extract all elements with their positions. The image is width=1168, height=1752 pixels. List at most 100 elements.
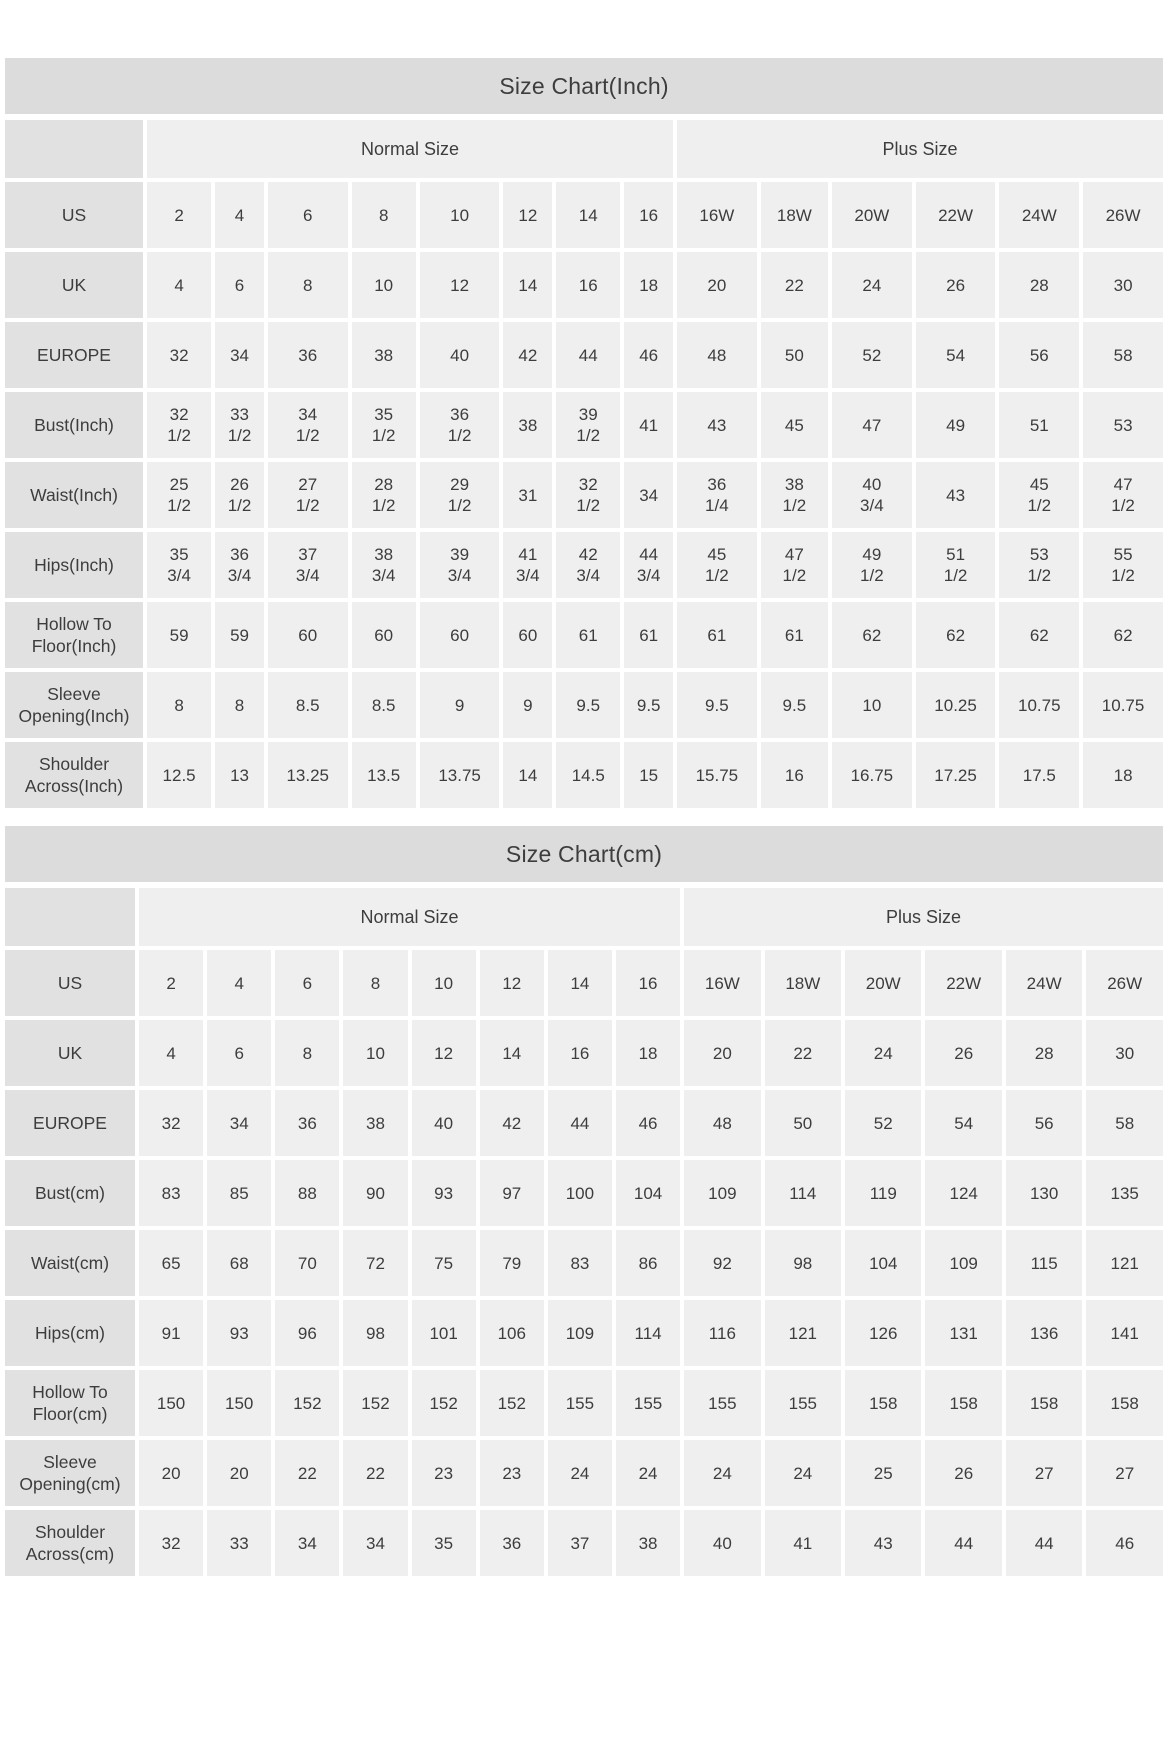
size-value-cell: 93 <box>411 1160 476 1226</box>
size-value-cell: 12 <box>503 182 553 248</box>
size-value-cell: 23 <box>479 1440 544 1506</box>
size-value-cell: 135 <box>1086 1160 1163 1226</box>
size-value-cell: 20 <box>677 252 757 318</box>
size-value-cell: 16 <box>547 1020 612 1086</box>
size-value-cell: 41 <box>764 1510 842 1576</box>
size-value-cell: 39 1/2 <box>556 392 621 458</box>
size-value-cell: 8 <box>275 1020 340 1086</box>
size-value-cell: 51 1/2 <box>915 532 996 598</box>
row-label: US <box>5 182 143 248</box>
row-label: Hips(Inch) <box>5 532 143 598</box>
size-value-cell: 62 <box>999 602 1080 668</box>
size-value-cell: 32 <box>139 1510 204 1576</box>
size-value-cell: 46 <box>615 1090 681 1156</box>
table-row: Hollow To Floor(Inch) 59 59 60 60 60 60 61 61 61 6… <box>5 602 1163 668</box>
size-value-cell: 17.5 <box>999 742 1080 808</box>
size-value-cell: 85 <box>207 1160 272 1226</box>
size-value-cell: 56 <box>999 322 1080 388</box>
size-value-cell: 2 <box>139 950 204 1016</box>
size-value-cell: 62 <box>915 602 996 668</box>
row-label: Sleeve Opening(Inch) <box>5 672 143 738</box>
size-value-cell: 43 <box>845 1510 922 1576</box>
size-value-cell: 24W <box>999 182 1080 248</box>
size-value-cell: 36 1/2 <box>419 392 500 458</box>
size-value-cell: 38 3/4 <box>351 532 416 598</box>
size-value-cell: 8.5 <box>267 672 348 738</box>
size-value-cell: 101 <box>411 1300 476 1366</box>
row-label: Hollow To Floor(cm) <box>5 1370 135 1436</box>
size-value-cell: 40 <box>419 322 500 388</box>
size-value-cell: 42 <box>479 1090 544 1156</box>
size-value-cell: 158 <box>1005 1370 1083 1436</box>
group-header-row: Normal Size Plus Size <box>5 888 1163 946</box>
size-value-cell: 60 <box>351 602 416 668</box>
size-value-cell: 119 <box>845 1160 922 1226</box>
size-value-cell: 54 <box>915 322 996 388</box>
size-value-cell: 152 <box>343 1370 408 1436</box>
size-value-cell: 33 1/2 <box>215 392 264 458</box>
row-label: Hips(cm) <box>5 1300 135 1366</box>
size-value-cell: 59 <box>215 602 264 668</box>
size-value-cell: 16 <box>624 182 674 248</box>
size-value-cell: 40 <box>684 1510 761 1576</box>
size-value-cell: 14 <box>556 182 621 248</box>
size-value-cell: 36 <box>275 1090 340 1156</box>
size-value-cell: 47 1/2 <box>760 532 828 598</box>
size-value-cell: 52 <box>832 322 912 388</box>
size-value-cell: 10 <box>343 1020 408 1086</box>
row-label: Shoulder Across(Inch) <box>5 742 143 808</box>
size-value-cell: 104 <box>615 1160 681 1226</box>
size-value-cell: 4 <box>139 1020 204 1086</box>
size-value-cell: 53 1/2 <box>999 532 1080 598</box>
size-value-cell: 54 <box>925 1090 1002 1156</box>
size-value-cell: 141 <box>1086 1300 1163 1366</box>
size-value-cell: 49 1/2 <box>832 532 912 598</box>
size-value-cell: 32 1/2 <box>147 392 212 458</box>
size-value-cell: 51 <box>999 392 1080 458</box>
size-value-cell: 20 <box>684 1020 761 1086</box>
size-value-cell: 16 <box>760 742 828 808</box>
size-value-cell: 65 <box>139 1230 204 1296</box>
size-value-cell: 28 <box>999 252 1080 318</box>
size-value-cell: 93 <box>207 1300 272 1366</box>
size-value-cell: 30 <box>1083 252 1163 318</box>
size-value-cell: 109 <box>684 1160 761 1226</box>
table-row: Shoulder Across(Inch) 12.5 13 13.25 13.5 13.7… <box>5 742 1163 808</box>
size-value-cell: 41 3/4 <box>503 532 553 598</box>
size-value-cell: 152 <box>275 1370 340 1436</box>
size-value-cell: 12.5 <box>147 742 212 808</box>
table-row: Bust(cm) 83 85 88 90 93 97 100 104 109 114 119 124 13… <box>5 1160 1163 1226</box>
size-value-cell: 38 1/2 <box>760 462 828 528</box>
size-value-cell: 36 3/4 <box>215 532 264 598</box>
size-value-cell: 26 <box>925 1020 1002 1086</box>
size-chart-cm-section: Size Chart(cm) Normal Size Plus Size US 2 4 6… <box>5 826 1163 1580</box>
size-value-cell: 124 <box>925 1160 1002 1226</box>
size-value-cell: 26W <box>1083 182 1163 248</box>
size-value-cell: 29 1/2 <box>419 462 500 528</box>
table-row: Hollow To Floor(cm) 150 150 152 152 152 152 155… <box>5 1370 1163 1436</box>
size-value-cell: 37 3/4 <box>267 532 348 598</box>
size-value-cell: 44 <box>925 1510 1002 1576</box>
size-value-cell: 49 <box>915 392 996 458</box>
size-value-cell: 30 <box>1086 1020 1163 1086</box>
row-label: UK <box>5 1020 135 1086</box>
size-value-cell: 36 1/4 <box>677 462 757 528</box>
size-value-cell: 32 <box>147 322 212 388</box>
size-value-cell: 115 <box>1005 1230 1083 1296</box>
size-value-cell: 23 <box>411 1440 476 1506</box>
table-row: Bust(Inch) 32 1/2 33 1/2 34 1/2 35 1/2 36 1/2 38 39 1… <box>5 392 1163 458</box>
size-value-cell: 109 <box>925 1230 1002 1296</box>
size-value-cell: 36 <box>267 322 348 388</box>
size-value-cell: 24W <box>1005 950 1083 1016</box>
size-value-cell: 26W <box>1086 950 1163 1016</box>
row-label: US <box>5 950 135 1016</box>
size-value-cell: 55 1/2 <box>1083 532 1163 598</box>
size-value-cell: 24 <box>547 1440 612 1506</box>
row-label: UK <box>5 252 143 318</box>
table-row: Sleeve Opening(cm) 20 20 22 22 23 23 24 24 24 24 25… <box>5 1440 1163 1506</box>
size-value-cell: 8.5 <box>351 672 416 738</box>
size-value-cell: 22 <box>343 1440 408 1506</box>
size-value-cell: 152 <box>411 1370 476 1436</box>
size-value-cell: 158 <box>1086 1370 1163 1436</box>
size-value-cell: 38 <box>343 1090 408 1156</box>
